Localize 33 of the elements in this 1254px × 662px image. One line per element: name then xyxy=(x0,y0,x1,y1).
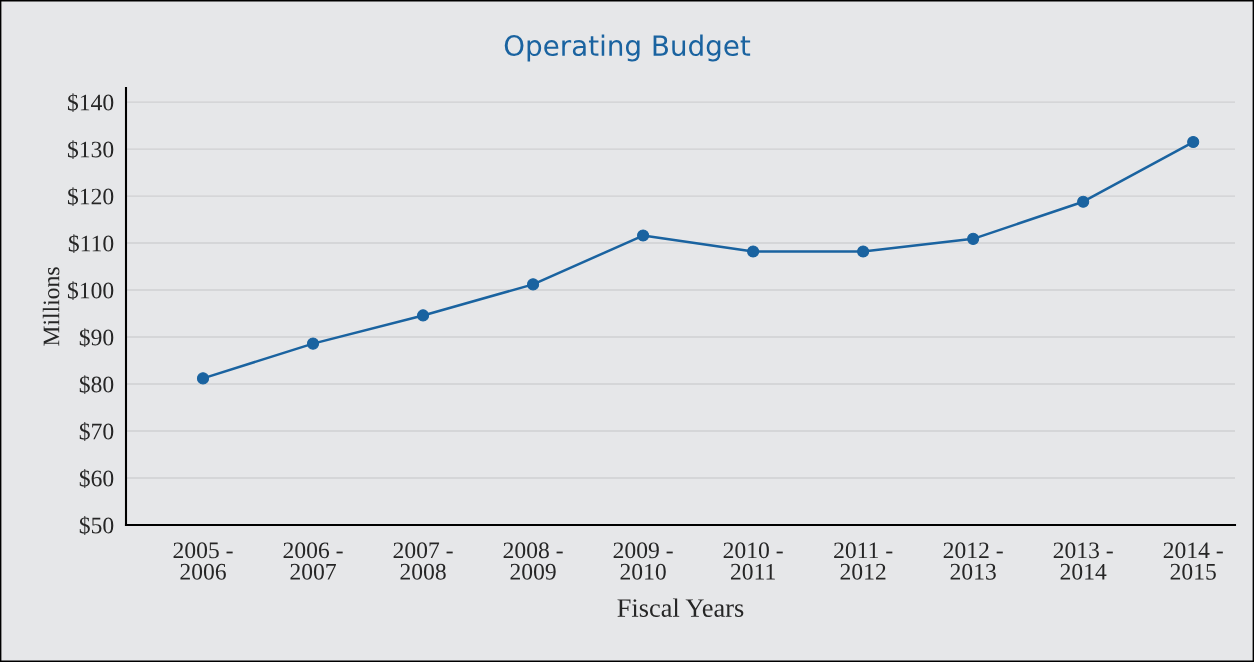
y-tick-label: $70 xyxy=(79,422,114,442)
x-tick-label: 2012 - 2013 xyxy=(943,542,1003,580)
y-tick-label: $50 xyxy=(79,516,114,535)
point xyxy=(416,309,430,322)
point xyxy=(637,229,650,242)
y-tick-label: $110 xyxy=(68,234,114,254)
y-tick-label: $90 xyxy=(79,328,114,348)
y-axis-title: Millions xyxy=(42,267,60,346)
point xyxy=(527,278,540,291)
point xyxy=(196,372,210,385)
chart-title: Operating Budget xyxy=(504,34,751,62)
point xyxy=(967,232,980,245)
y-tick-label: $60 xyxy=(79,469,114,488)
x-tick-label: 2007 - 2008 xyxy=(393,542,453,580)
y-tick-label: $130 xyxy=(67,140,114,160)
x-tick-label: 2005 - 2006 xyxy=(173,542,233,580)
point xyxy=(747,245,760,258)
point xyxy=(857,245,870,258)
x-tick-label: 2014 - 2015 xyxy=(1163,542,1223,580)
y-tick-label: $120 xyxy=(67,187,114,207)
point xyxy=(1077,195,1090,208)
point xyxy=(306,337,320,350)
x-tick-label: 2006 - 2007 xyxy=(283,542,343,580)
x-tick-label: 2008 - 2009 xyxy=(503,542,563,580)
y-tick-label: $100 xyxy=(67,281,114,301)
x-tick-label: 2010 - 2011 xyxy=(723,542,783,580)
point xyxy=(1187,135,1200,149)
y-tick-label: $80 xyxy=(79,375,114,395)
y-tick-label: $140 xyxy=(67,93,114,113)
x-tick-label: 2011 - 2012 xyxy=(834,542,893,580)
x-tick-label: 2013 - 2014 xyxy=(1053,542,1113,580)
x-tick-label: 2009 - 2010 xyxy=(613,542,673,580)
x-axis-title: Fiscal Years xyxy=(617,598,744,617)
